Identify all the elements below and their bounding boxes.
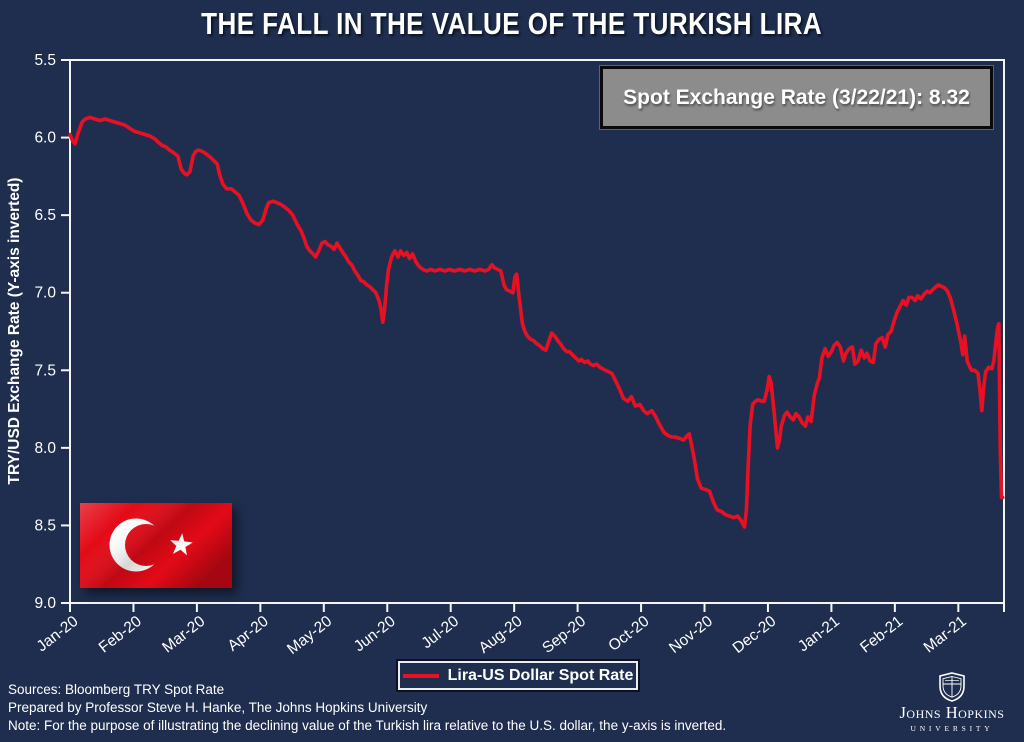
y-tick-label: 8.0 (34, 440, 56, 457)
x-tick-label: Mar-20 (159, 613, 208, 657)
x-tick-label: May-20 (284, 613, 335, 658)
y-tick-label: 9.0 (34, 595, 56, 612)
footer-notes: Sources: Bloomberg TRY Spot Rate Prepare… (8, 681, 726, 735)
spot-rate-annotation: Spot Exchange Rate (3/22/21): 8.32 (600, 66, 993, 129)
x-tick-label: Oct-20 (605, 613, 652, 655)
x-tick-label: Apr-20 (225, 613, 272, 655)
y-tick-label: 6.0 (34, 130, 56, 147)
footer-note: Note: For the purpose of illustrating th… (8, 718, 727, 733)
y-tick-label: 5.5 (34, 52, 56, 69)
legend-label: Lira-US Dollar Spot Rate (447, 666, 634, 684)
x-tick-label: Sep-20 (539, 613, 589, 657)
x-tick-label: Aug-20 (476, 613, 526, 657)
x-tick-label: Jun-20 (351, 613, 399, 656)
x-tick-label: Jan-21 (795, 613, 843, 656)
x-tick-label: Nov-20 (666, 613, 716, 657)
footer-prepared-by: Prepared by Professor Steve H. Hanke, Th… (8, 700, 428, 715)
footer-sources: Sources: Bloomberg TRY Spot Rate (8, 682, 225, 697)
spot-rate-line-series (68, 115, 1005, 529)
x-tick-label: Dec-20 (730, 613, 780, 657)
plot-border (69, 59, 1005, 604)
flag-wave-shading (80, 503, 232, 588)
x-tick-label: Feb-21 (857, 613, 906, 657)
y-tick-label: 7.0 (34, 285, 56, 302)
x-tick-label: Jul-20 (418, 613, 462, 653)
jhu-shield-icon (939, 672, 965, 702)
turkish-flag (80, 503, 232, 588)
y-axis-title: TRY/USD Exchange Rate (Y-axis inverted) (6, 178, 23, 485)
x-tick-label: Feb-20 (96, 613, 145, 657)
y-tick-label: 7.5 (34, 362, 56, 379)
legend-line-swatch (402, 673, 439, 678)
chart-title: THE FALL IN THE VALUE OF THE TURKISH LIR… (201, 6, 823, 41)
johns-hopkins-logo: Johns Hopkins UNIVERSITY (893, 672, 1011, 733)
x-tick-label: Mar-21 (921, 613, 970, 657)
x-tick-label: Jan-20 (34, 613, 82, 656)
jhu-wordmark: Johns Hopkins (899, 703, 1005, 722)
jhu-university-label: UNIVERSITY (910, 724, 994, 733)
y-tick-label: 8.5 (34, 517, 56, 534)
legend: Lira-US Dollar Spot Rate (398, 661, 638, 690)
y-tick-label: 6.5 (34, 207, 56, 224)
